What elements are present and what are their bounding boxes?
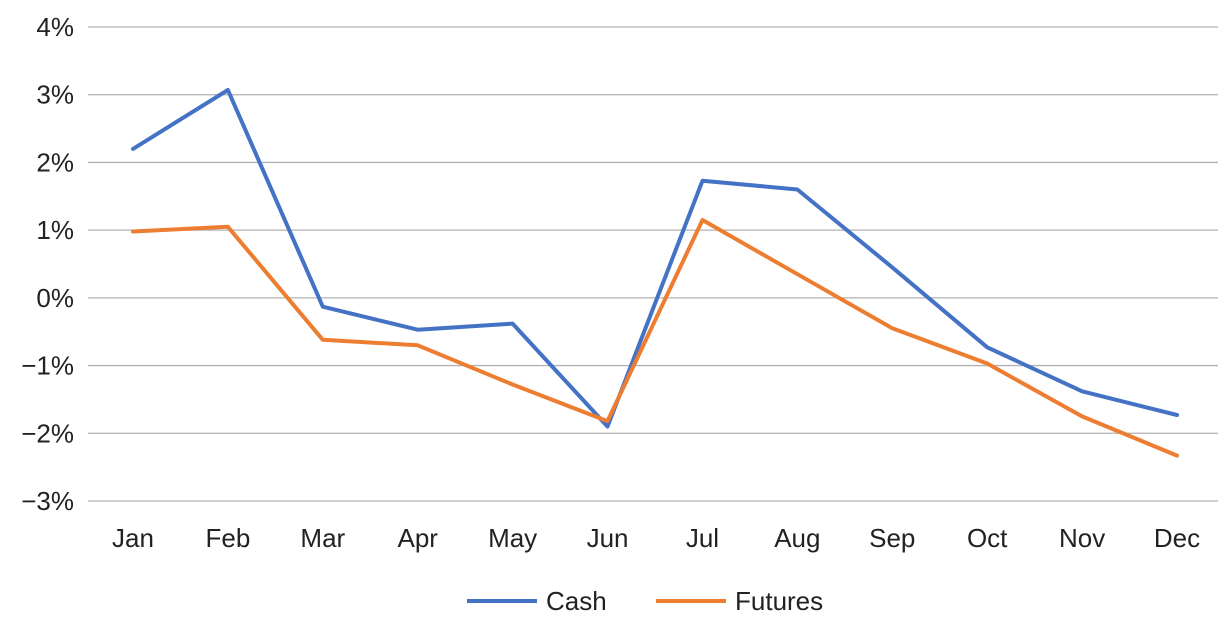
x-tick-label: Aug xyxy=(774,523,820,553)
y-tick-label: −2% xyxy=(21,418,74,448)
x-tick-label: Jul xyxy=(686,523,719,553)
y-tick-label: 4% xyxy=(36,12,74,42)
series-line-futures xyxy=(131,218,1179,458)
x-tick-label: Dec xyxy=(1154,523,1200,553)
x-axis-labels: Jan Feb Mar Apr May Jun Jul Aug Sep Oct Nov Dec xyxy=(112,523,1200,553)
x-tick-label: Apr xyxy=(397,523,438,553)
y-axis-labels: 4% 3% 2% 1% 0% −1% −2% −3% xyxy=(21,12,74,516)
y-tick-label: −3% xyxy=(21,486,74,516)
x-tick-label: Mar xyxy=(300,523,345,553)
x-tick-label: Jun xyxy=(587,523,629,553)
x-tick-label: May xyxy=(488,523,537,553)
series-line-cash xyxy=(131,88,1179,429)
x-tick-label: Jan xyxy=(112,523,154,553)
y-tick-label: 2% xyxy=(36,147,74,177)
gridlines xyxy=(88,26,1218,502)
y-tick-label: −1% xyxy=(21,351,74,381)
legend: Cash Futures xyxy=(467,586,823,616)
x-tick-label: Feb xyxy=(206,523,251,553)
y-tick-label: 0% xyxy=(36,283,74,313)
y-tick-label: 3% xyxy=(36,80,74,110)
x-tick-label: Nov xyxy=(1059,523,1105,553)
x-tick-label: Sep xyxy=(869,523,915,553)
series-lines xyxy=(131,88,1179,458)
x-tick-label: Oct xyxy=(967,523,1008,553)
legend-label-cash: Cash xyxy=(546,586,607,616)
legend-label-futures: Futures xyxy=(735,586,823,616)
y-tick-label: 1% xyxy=(36,215,74,245)
